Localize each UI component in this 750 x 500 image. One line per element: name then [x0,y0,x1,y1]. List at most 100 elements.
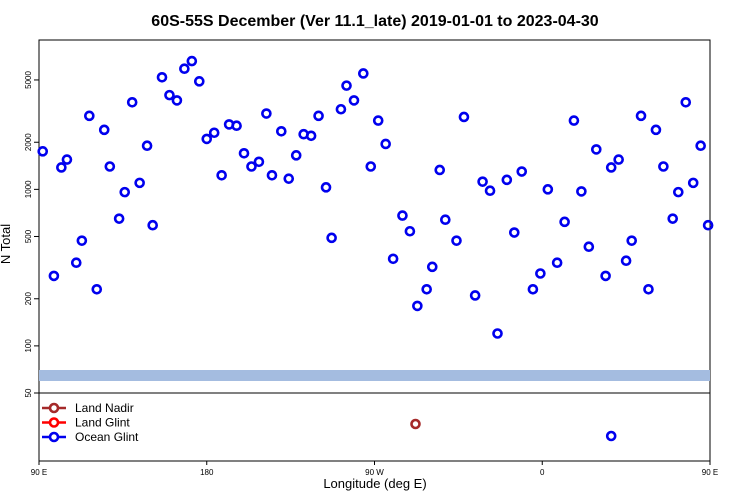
strip-marker [410,418,421,430]
y-tick-label: 500 [24,229,33,243]
ocean-glint-point [37,146,49,157]
y-axis-label: N Total [0,224,13,264]
ocean-glint-point [61,154,73,165]
ocean-glint-point [451,235,462,246]
ocean-glint-point [680,96,692,108]
ocean-glint-point [426,261,438,273]
ocean-glint-point [380,138,391,150]
x-tick-label: 90 E [702,468,718,477]
ocean-glint-point [261,108,272,119]
ocean-glint-point [341,80,352,91]
ocean-glint-point [231,120,242,132]
ocean-glint-point [134,177,145,189]
ocean-glint-point [104,161,116,172]
ocean-glint-point [171,95,183,106]
ocean-glint-point [421,283,432,295]
ocean-glint-point [266,169,278,181]
x-tick-label: 90 E [31,468,47,477]
ocean-glint-point [695,140,706,152]
ocean-glint-point [76,235,88,246]
ocean-glint-point [667,213,679,224]
ocean-glint-point [658,161,669,172]
ocean-glint-point [372,115,384,126]
ocean-glint-point [186,55,198,67]
ocean-glint-point [501,174,513,186]
ocean-glint-point [477,176,488,187]
ocean-glint-point [276,125,287,137]
ocean-glint-point [434,164,446,176]
ocean-glint-point [440,214,451,225]
y-tick-label: 5000 [24,71,33,89]
y-tick-label: 200 [24,292,33,306]
ocean-glint-point [687,177,699,189]
ocean-glint-point [626,235,638,246]
ocean-glint-point [141,140,153,152]
legend-marker [48,417,60,428]
ocean-glint-point [119,186,131,198]
ocean-glint-point [568,115,580,126]
ocean-glint-point [320,182,332,193]
legend-marker [48,431,60,443]
data-band [39,370,710,381]
ocean-glint-point [469,290,481,301]
ocean-glint-point [387,253,399,265]
ocean-glint-point [335,103,347,115]
ocean-glint-point [91,283,103,295]
ocean-glint-point [620,255,632,267]
y-tick-label: 50 [24,388,33,397]
legend-label: Land Nadir [75,401,134,415]
ocean-glint-point [484,185,496,197]
ocean-glint-point [508,227,520,238]
plot-frame [38,39,711,462]
strip-marker [605,430,617,442]
ocean-glint-point [535,268,546,279]
x-tick-label: 180 [200,468,214,477]
y-tick-label: 100 [24,339,33,353]
ocean-glint-point [126,96,138,108]
ocean-glint-point [527,283,539,295]
ocean-glint-point [492,328,503,339]
chart-marks: 50 100 200 500 1000 2000 5000 90 E 180 90 W 0 90 E L… [24,55,718,477]
ocean-glint-point [48,270,60,282]
y-tick-label: 2000 [24,133,33,151]
ocean-glint-point [542,184,554,195]
ocean-glint-point [673,186,684,198]
x-tick-label: 90 W [365,468,384,477]
ocean-glint-point [56,162,67,173]
ocean-glint-point [591,144,602,155]
ocean-glint-point [358,68,369,79]
legend-label: Ocean Glint [75,430,139,444]
ocean-glint-point [576,186,587,197]
ocean-glint-point [365,161,377,172]
ocean-glint-point [98,124,110,136]
ocean-glint-point [650,124,662,136]
ocean-glint-point [516,166,528,177]
ocean-glint-point [70,257,82,268]
ocean-glint-point [702,219,714,231]
ocean-glint-point [559,216,570,228]
ocean-glint-point [348,95,360,106]
ocean-glint-point [216,169,227,181]
ocean-glint-point [643,283,654,295]
ocean-glint-point [164,89,175,101]
ocean-glint-point [246,161,257,172]
y-tick-label: 1000 [24,180,33,198]
ocean-glint-point [113,213,125,224]
x-axis-label: Longitude (deg E) [323,476,426,491]
ocean-glint-point [193,76,205,87]
x-tick-label: 0 [540,468,545,477]
ocean-glint-point [397,210,408,221]
legend-marker [48,402,60,414]
ocean-glint-point [404,225,416,237]
ocean-glint-point [238,147,250,159]
ocean-glint-point [605,162,617,173]
ocean-glint-point [635,110,647,122]
legend-label: Land Glint [75,416,130,430]
ocean-glint-point [458,111,470,123]
ocean-glint-point [600,270,611,282]
ocean-glint-point [613,154,624,165]
ocean-glint-point [201,133,213,145]
ocean-glint-point [156,71,168,83]
